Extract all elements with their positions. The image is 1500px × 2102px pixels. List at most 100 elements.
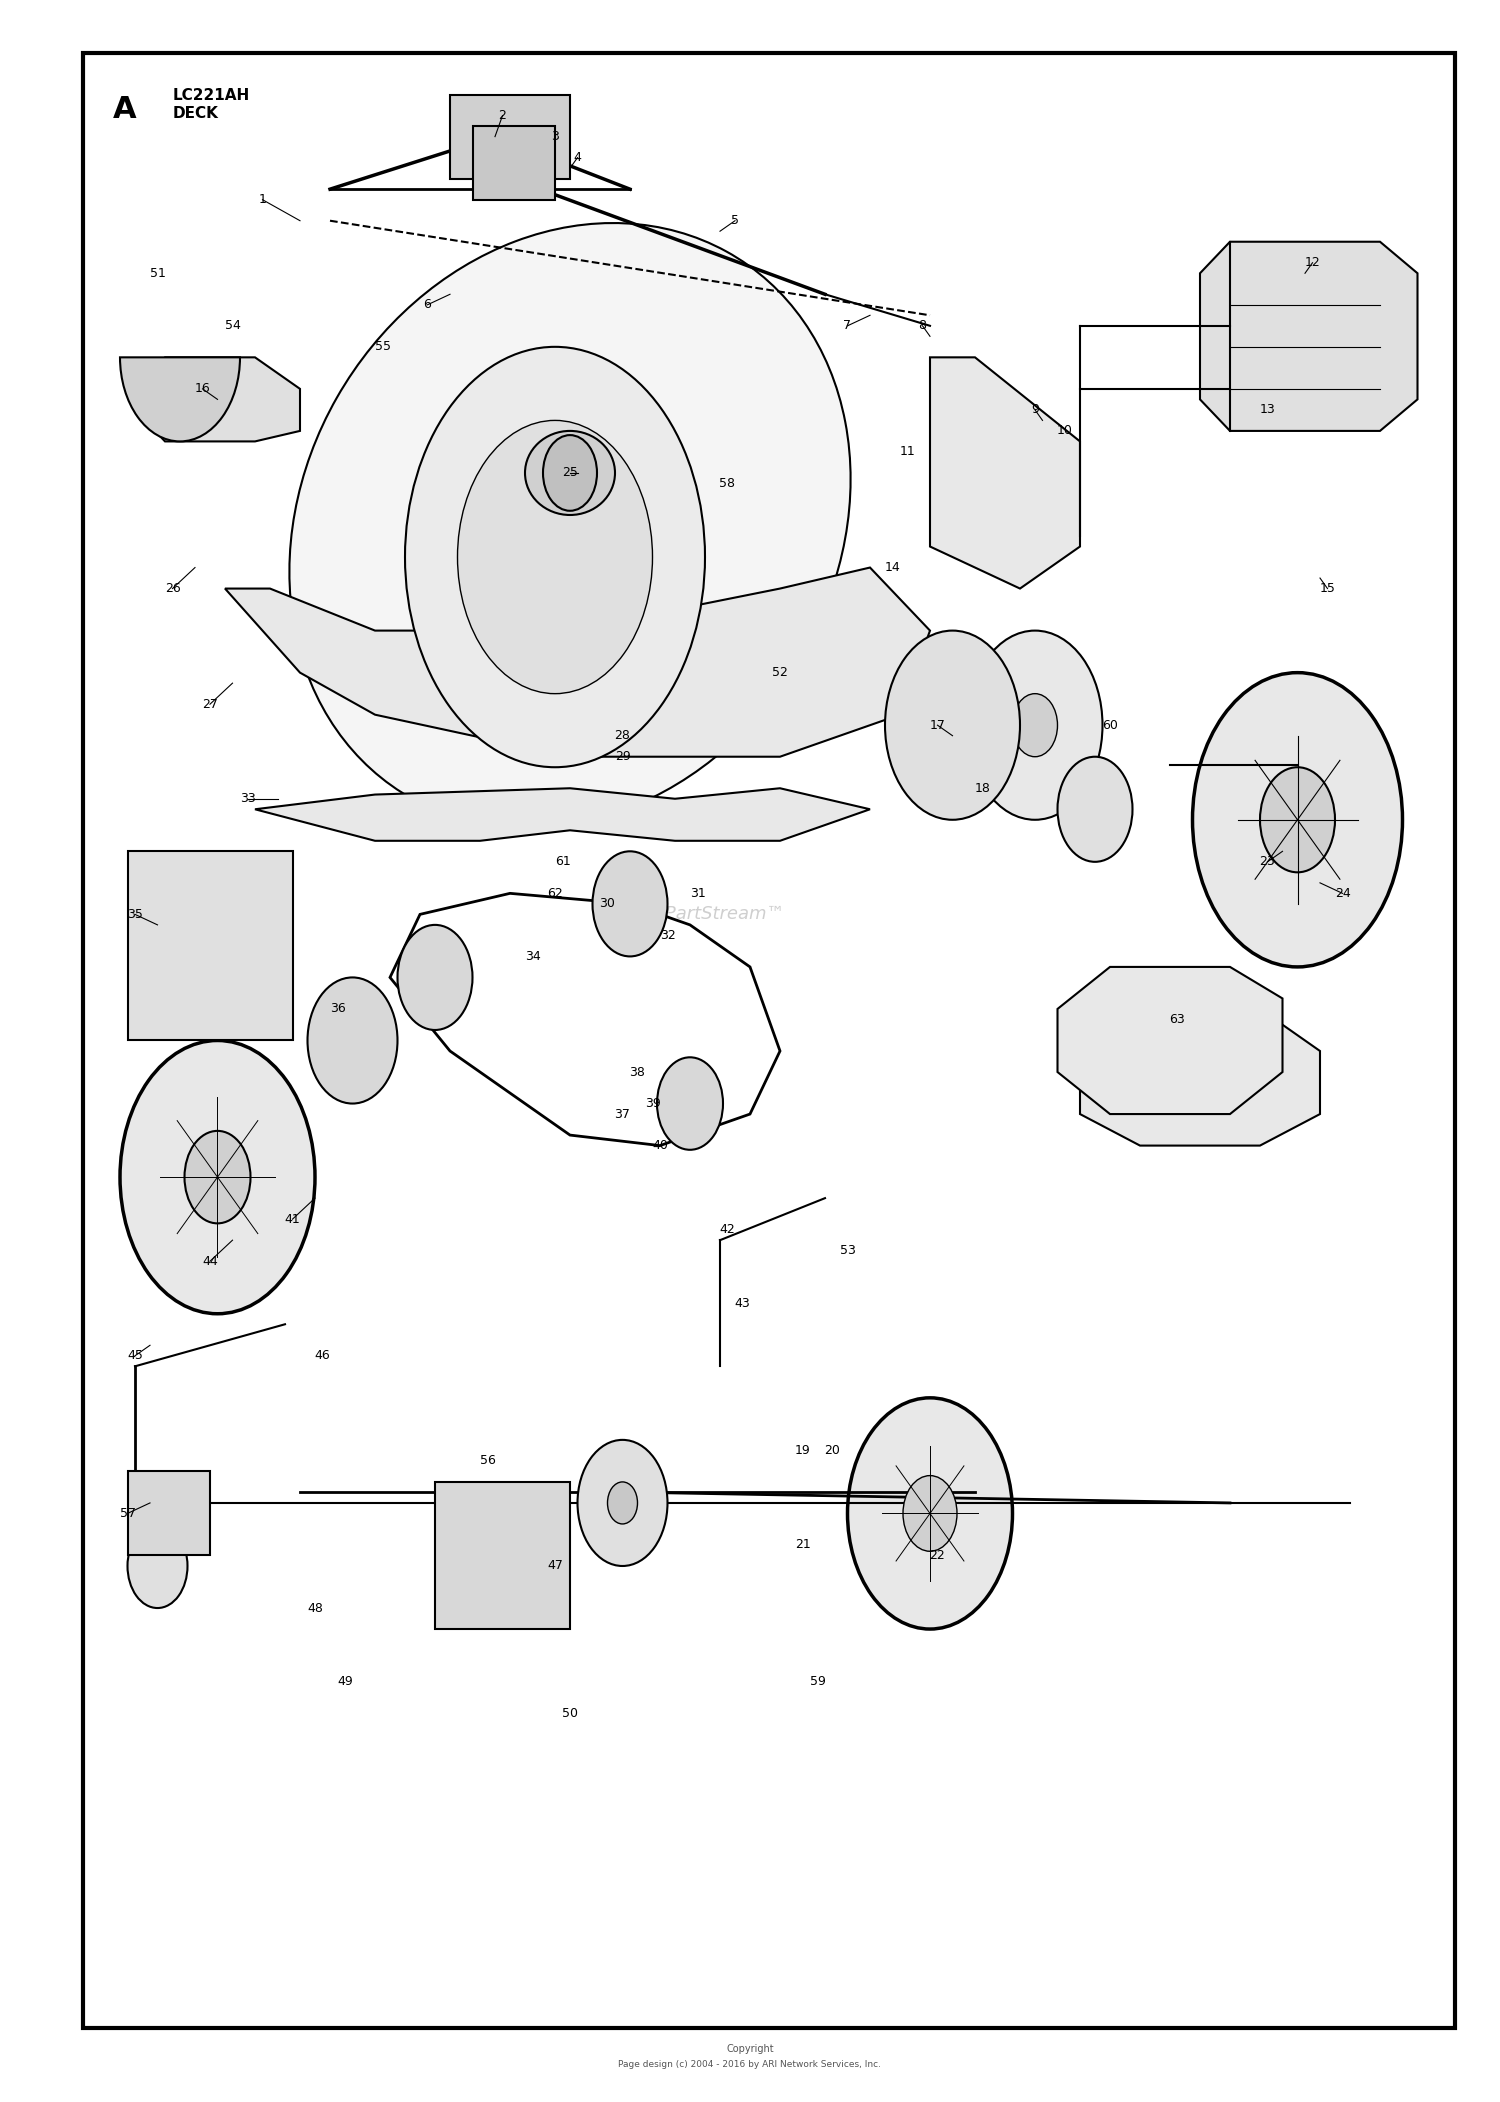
Text: 12: 12 <box>1305 256 1320 269</box>
Text: 56: 56 <box>480 1455 495 1467</box>
Circle shape <box>903 1476 957 1551</box>
Text: 32: 32 <box>660 929 675 942</box>
Text: 15: 15 <box>1320 582 1335 595</box>
Circle shape <box>847 1398 1012 1629</box>
PathPatch shape <box>1080 1009 1320 1146</box>
Text: A: A <box>112 95 136 124</box>
Text: LC221AH
DECK: LC221AH DECK <box>172 88 249 120</box>
PathPatch shape <box>1200 242 1417 431</box>
Text: 1: 1 <box>258 193 267 206</box>
Text: 36: 36 <box>330 1003 345 1015</box>
Text: 27: 27 <box>202 698 217 710</box>
Ellipse shape <box>290 223 850 828</box>
Text: 41: 41 <box>285 1213 300 1225</box>
Text: 2: 2 <box>498 109 507 122</box>
Text: 60: 60 <box>1102 719 1118 731</box>
Text: 39: 39 <box>645 1097 660 1110</box>
Text: 63: 63 <box>1170 1013 1185 1026</box>
Text: 58: 58 <box>720 477 735 490</box>
Text: 23: 23 <box>1260 856 1275 868</box>
Text: 57: 57 <box>120 1507 135 1520</box>
Bar <box>128 1471 210 1555</box>
Ellipse shape <box>525 431 615 515</box>
Text: 43: 43 <box>735 1297 750 1310</box>
Text: 3: 3 <box>550 130 560 143</box>
Text: 44: 44 <box>202 1255 217 1268</box>
Circle shape <box>1013 694 1058 757</box>
Bar <box>435 1482 570 1629</box>
Text: 51: 51 <box>150 267 165 280</box>
Text: 31: 31 <box>690 887 705 900</box>
Circle shape <box>184 1131 250 1223</box>
Text: 7: 7 <box>843 320 852 332</box>
Text: 11: 11 <box>900 446 915 458</box>
Text: 30: 30 <box>600 898 615 910</box>
PathPatch shape <box>225 568 930 757</box>
PathPatch shape <box>135 357 300 441</box>
Circle shape <box>458 420 652 694</box>
Text: 33: 33 <box>240 792 255 805</box>
Text: 40: 40 <box>652 1139 668 1152</box>
Text: 18: 18 <box>975 782 990 795</box>
PathPatch shape <box>1058 967 1282 1114</box>
Text: 46: 46 <box>315 1349 330 1362</box>
Text: 9: 9 <box>1030 404 1039 416</box>
Text: 59: 59 <box>810 1675 825 1688</box>
Text: 4: 4 <box>573 151 582 164</box>
Text: 47: 47 <box>548 1560 562 1572</box>
Text: 29: 29 <box>615 750 630 763</box>
Bar <box>450 95 570 179</box>
Text: 42: 42 <box>720 1223 735 1236</box>
Text: 16: 16 <box>195 383 210 395</box>
Text: 8: 8 <box>918 320 927 332</box>
Text: 10: 10 <box>1058 425 1072 437</box>
Text: 45: 45 <box>128 1349 142 1362</box>
Text: 22: 22 <box>930 1549 945 1562</box>
Circle shape <box>398 925 472 1030</box>
Text: 62: 62 <box>548 887 562 900</box>
Text: 28: 28 <box>615 729 630 742</box>
Text: 17: 17 <box>930 719 945 731</box>
Text: 48: 48 <box>308 1602 322 1614</box>
Text: 35: 35 <box>128 908 142 921</box>
Circle shape <box>405 347 705 767</box>
Text: 54: 54 <box>225 320 240 332</box>
Circle shape <box>543 435 597 511</box>
Circle shape <box>1058 757 1132 862</box>
Circle shape <box>885 631 1020 820</box>
Text: 26: 26 <box>165 582 180 595</box>
Text: 53: 53 <box>840 1244 855 1257</box>
Text: 19: 19 <box>795 1444 810 1457</box>
Text: Page design (c) 2004 - 2016 by ARI Network Services, Inc.: Page design (c) 2004 - 2016 by ARI Netwo… <box>618 2060 882 2068</box>
Circle shape <box>1260 767 1335 872</box>
Circle shape <box>308 977 398 1104</box>
PathPatch shape <box>930 357 1080 589</box>
Text: 21: 21 <box>795 1539 810 1551</box>
Text: 25: 25 <box>562 467 578 479</box>
Circle shape <box>968 631 1102 820</box>
Wedge shape <box>120 357 240 441</box>
Text: 5: 5 <box>730 214 740 227</box>
Circle shape <box>578 1440 668 1566</box>
Text: 49: 49 <box>338 1675 352 1688</box>
Text: Copyright: Copyright <box>726 2045 774 2054</box>
PathPatch shape <box>255 788 870 841</box>
Text: 6: 6 <box>423 298 432 311</box>
Text: 52: 52 <box>772 666 788 679</box>
Circle shape <box>592 851 668 956</box>
Circle shape <box>128 1524 188 1608</box>
Text: 34: 34 <box>525 950 540 963</box>
Bar <box>472 126 555 200</box>
Text: 38: 38 <box>630 1066 645 1078</box>
Circle shape <box>608 1482 638 1524</box>
Circle shape <box>120 1040 315 1314</box>
Text: 13: 13 <box>1260 404 1275 416</box>
Text: 20: 20 <box>825 1444 840 1457</box>
Text: 61: 61 <box>555 856 570 868</box>
Text: 50: 50 <box>562 1707 578 1719</box>
Text: 14: 14 <box>885 561 900 574</box>
Text: 37: 37 <box>615 1108 630 1120</box>
Text: 55: 55 <box>375 341 390 353</box>
Circle shape <box>657 1057 723 1150</box>
Bar <box>128 851 292 1040</box>
